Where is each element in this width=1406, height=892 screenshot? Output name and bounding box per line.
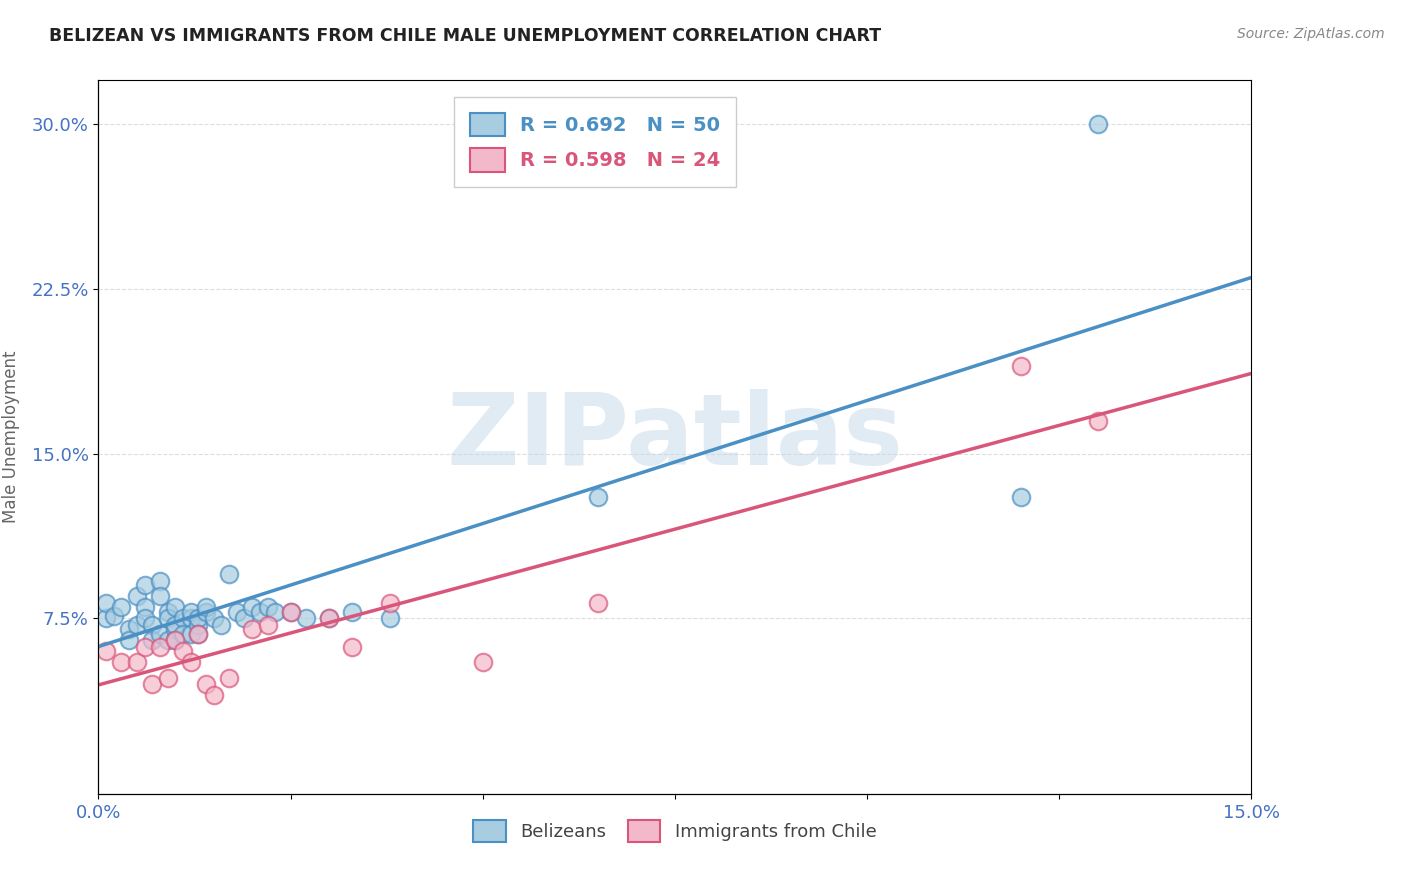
- Point: [240, 600, 263, 615]
- Point: [149, 589, 172, 603]
- Point: [586, 596, 609, 610]
- Point: [134, 578, 156, 592]
- Point: [340, 605, 363, 619]
- Point: [187, 626, 209, 640]
- Point: [280, 605, 302, 619]
- Point: [165, 633, 187, 648]
- Point: [209, 617, 232, 632]
- Point: [149, 640, 172, 654]
- Point: [202, 688, 225, 702]
- Legend: Belizeans, Immigrants from Chile: Belizeans, Immigrants from Chile: [465, 813, 884, 849]
- Point: [94, 611, 117, 625]
- Point: [165, 622, 187, 636]
- Point: [125, 589, 148, 603]
- Point: [225, 605, 247, 619]
- Point: [380, 596, 402, 610]
- Point: [202, 611, 225, 625]
- Point: [134, 640, 156, 654]
- Point: [256, 600, 278, 615]
- Point: [586, 491, 609, 505]
- Point: [94, 644, 117, 658]
- Point: [195, 605, 218, 619]
- Text: BELIZEAN VS IMMIGRANTS FROM CHILE MALE UNEMPLOYMENT CORRELATION CHART: BELIZEAN VS IMMIGRANTS FROM CHILE MALE U…: [49, 27, 882, 45]
- Point: [110, 655, 132, 669]
- Y-axis label: Male Unemployment: Male Unemployment: [3, 351, 20, 524]
- Point: [110, 600, 132, 615]
- Point: [94, 596, 117, 610]
- Text: ZIPatlas: ZIPatlas: [447, 389, 903, 485]
- Point: [180, 655, 202, 669]
- Point: [256, 617, 278, 632]
- Point: [187, 617, 209, 632]
- Point: [149, 574, 172, 588]
- Point: [240, 622, 263, 636]
- Point: [118, 622, 141, 636]
- Point: [180, 611, 202, 625]
- Point: [233, 611, 256, 625]
- Point: [172, 626, 194, 640]
- Point: [318, 611, 340, 625]
- Point: [172, 644, 194, 658]
- Point: [380, 611, 402, 625]
- Point: [180, 605, 202, 619]
- Point: [118, 633, 141, 648]
- Point: [134, 600, 156, 615]
- Point: [103, 609, 125, 624]
- Point: [141, 633, 163, 648]
- Point: [218, 671, 240, 685]
- Point: [264, 605, 287, 619]
- Point: [187, 626, 209, 640]
- Point: [134, 611, 156, 625]
- Point: [1087, 414, 1109, 428]
- Point: [125, 655, 148, 669]
- Point: [156, 611, 179, 625]
- Point: [1010, 491, 1032, 505]
- Point: [156, 605, 179, 619]
- Point: [165, 600, 187, 615]
- Point: [195, 677, 218, 691]
- Text: Source: ZipAtlas.com: Source: ZipAtlas.com: [1237, 27, 1385, 41]
- Point: [149, 626, 172, 640]
- Point: [172, 611, 194, 625]
- Point: [195, 600, 218, 615]
- Point: [1010, 359, 1032, 373]
- Point: [318, 611, 340, 625]
- Point: [280, 605, 302, 619]
- Point: [141, 677, 163, 691]
- Point: [218, 567, 240, 582]
- Point: [156, 671, 179, 685]
- Point: [141, 617, 163, 632]
- Point: [249, 605, 271, 619]
- Point: [471, 655, 494, 669]
- Point: [125, 617, 148, 632]
- Point: [156, 633, 179, 648]
- Point: [180, 626, 202, 640]
- Point: [340, 640, 363, 654]
- Point: [187, 611, 209, 625]
- Point: [165, 633, 187, 648]
- Point: [295, 611, 318, 625]
- Point: [1087, 117, 1109, 131]
- Point: [165, 617, 187, 632]
